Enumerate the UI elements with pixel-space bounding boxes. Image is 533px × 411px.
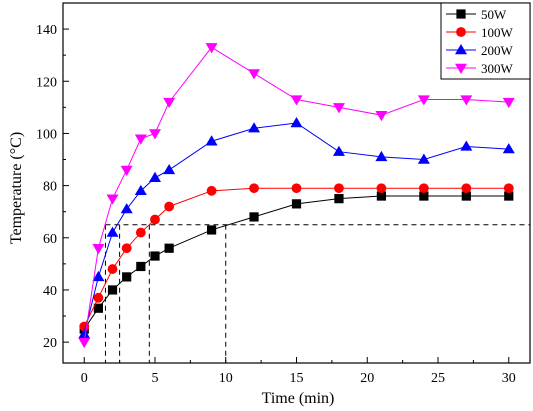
- legend-marker: [456, 9, 466, 19]
- data-point: [136, 261, 146, 272]
- data-point: [461, 183, 472, 194]
- data-point: [107, 285, 118, 295]
- data-point: [249, 183, 259, 194]
- legend-box: [440, 2, 531, 80]
- legend-label: 200W: [481, 43, 514, 58]
- series-line: [83, 122, 509, 335]
- data-point: [120, 165, 133, 176]
- data-point: [106, 226, 119, 237]
- data-point: [417, 95, 430, 106]
- data-point: [206, 225, 217, 235]
- y-tick-label: 80: [43, 180, 57, 195]
- series-line: [83, 187, 509, 327]
- series-200w: [78, 117, 515, 339]
- series-300w: [78, 43, 515, 349]
- legend-label: 300W: [481, 61, 514, 76]
- data-point: [502, 143, 515, 154]
- y-axis-title: Temperature (°C): [8, 132, 25, 244]
- data-point: [150, 251, 160, 261]
- data-point: [502, 97, 515, 109]
- data-point: [332, 103, 345, 114]
- x-tick-label: 25: [431, 371, 445, 386]
- x-tick-label: 20: [360, 371, 374, 386]
- data-point: [134, 134, 147, 145]
- data-point: [78, 328, 91, 339]
- data-point: [418, 183, 429, 194]
- data-point: [376, 183, 387, 194]
- legend-marker: [455, 44, 467, 55]
- data-point: [460, 95, 473, 106]
- data-point: [417, 153, 430, 164]
- data-point: [164, 201, 175, 212]
- tick-labels: 0 5 10 15 20 25 30 20 40 60 80 100 120 140: [36, 23, 516, 386]
- data-point: [503, 183, 514, 194]
- legend-marker: [455, 63, 467, 74]
- data-point: [460, 140, 473, 151]
- data-point: [334, 183, 344, 194]
- data-point: [164, 243, 174, 253]
- data-point: [150, 214, 160, 225]
- data-point: [163, 97, 176, 109]
- data-point: [248, 69, 261, 80]
- legend-marker: [456, 27, 466, 37]
- data-point: [205, 135, 218, 146]
- data-point: [122, 272, 132, 282]
- legend-label: 50W: [481, 7, 507, 22]
- x-tick-label: 5: [151, 371, 158, 386]
- data-point: [334, 194, 344, 204]
- data-point: [78, 337, 91, 349]
- series-50w: [79, 191, 514, 334]
- data-point: [148, 171, 161, 182]
- y-tick-label: 20: [43, 336, 57, 351]
- data-point: [290, 95, 303, 106]
- y-tick-label: 100: [36, 127, 57, 142]
- data-point: [206, 185, 217, 196]
- data-point: [163, 163, 176, 175]
- data-point: [121, 243, 132, 254]
- data-point: [93, 303, 103, 313]
- data-point: [332, 145, 345, 156]
- data-point: [419, 191, 429, 201]
- data-point: [93, 292, 104, 303]
- data-point: [249, 212, 259, 222]
- reference-lines: [104, 224, 530, 363]
- data-point: [107, 264, 118, 274]
- y-tick-label: 120: [36, 75, 57, 90]
- data-point: [290, 117, 303, 128]
- data-point: [248, 122, 261, 133]
- data-point: [92, 244, 105, 255]
- series-100w: [79, 183, 514, 332]
- data-point: [134, 184, 147, 196]
- x-tick-label: 30: [502, 371, 516, 386]
- series-layer: [78, 43, 515, 349]
- x-axis-title: Time (min): [262, 390, 335, 407]
- x-tick-label: 15: [290, 371, 304, 386]
- series-line: [83, 195, 509, 330]
- y-tick-label: 60: [43, 232, 57, 247]
- data-point: [291, 183, 302, 194]
- data-point: [375, 150, 388, 162]
- x-tick-label: 10: [219, 371, 233, 386]
- data-point: [106, 194, 119, 205]
- series-line: [83, 46, 509, 343]
- legend-label: 100W: [481, 25, 514, 40]
- data-point: [120, 203, 133, 214]
- x-tick-label: 0: [81, 371, 88, 386]
- data-point: [376, 191, 387, 201]
- data-point: [504, 191, 514, 201]
- legend: 50W 100W 200W 300W: [440, 2, 531, 80]
- data-point: [461, 191, 471, 201]
- axes: [62, 2, 531, 364]
- data-point: [205, 43, 218, 54]
- data-point: [148, 129, 161, 140]
- y-tick-label: 140: [36, 23, 57, 38]
- data-point: [135, 227, 146, 238]
- y-tick-label: 40: [43, 284, 57, 299]
- data-point: [375, 110, 388, 122]
- data-point: [92, 270, 105, 282]
- data-point: [291, 199, 302, 209]
